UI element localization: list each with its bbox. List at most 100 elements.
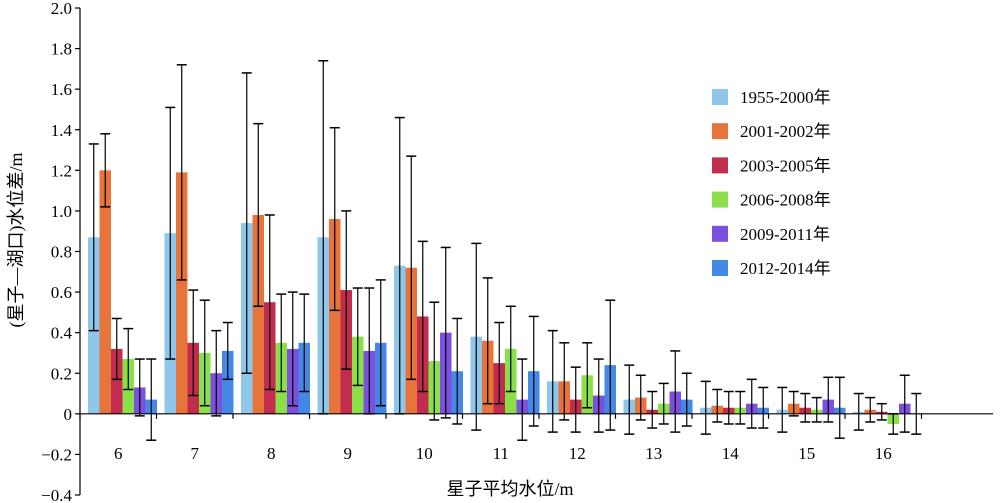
error-bar-16-series-2 [865, 396, 876, 423]
error-bar-11-series-1 [471, 242, 482, 431]
error-bar-12-series-6 [605, 299, 616, 431]
legend: 1955-2000年 2001-2002年 2003-2005年 2006-2008年… [712, 88, 831, 278]
error-bar-7-series-2 [176, 64, 187, 281]
error-bar-12-series-1 [547, 329, 558, 433]
error-bar-14-series-3 [723, 390, 734, 425]
error-bar-16-series-1 [853, 392, 864, 431]
error-bar-16-series-3 [876, 402, 887, 421]
x-tick-label: 10 [416, 444, 433, 463]
legend-label: 2006-2008年 [740, 191, 831, 210]
x-axis-title: 星子平均水位/m [446, 479, 573, 499]
error-bar-9-series-6 [375, 279, 386, 407]
error-bar-10-series-5 [440, 246, 451, 419]
legend-swatch [712, 191, 728, 208]
error-bar-13-series-6 [681, 372, 692, 427]
error-bar-13-series-4 [658, 382, 669, 425]
error-bar-7-series-5 [211, 329, 222, 417]
y-tick-label: 1.2 [51, 161, 72, 180]
error-bar-6-series-4 [123, 327, 134, 391]
error-bar-10-series-6 [452, 317, 463, 425]
bar-6-series-2 [99, 170, 111, 414]
y-tick-label: 1.4 [51, 121, 73, 140]
error-bar-10-series-3 [417, 240, 428, 393]
error-bar-6-series-3 [111, 317, 122, 381]
error-bar-16-series-5 [899, 374, 910, 433]
error-bar-7-series-4 [199, 299, 210, 407]
error-bar-7-series-6 [222, 321, 233, 381]
error-bar-9-series-4 [352, 287, 363, 387]
legend-swatch [712, 225, 728, 242]
x-tick-label: 14 [722, 444, 740, 463]
legend-label: 1955-2000年 [740, 88, 831, 107]
error-bar-15-series-4 [811, 396, 822, 423]
error-bar-10-series-2 [406, 155, 417, 381]
x-tick-label: 7 [191, 444, 200, 463]
error-bar-8-series-6 [299, 293, 310, 393]
x-tick-label: 9 [344, 444, 353, 463]
error-bar-12-series-3 [570, 366, 581, 433]
bar-7-series-2 [176, 172, 188, 414]
legend-label: 2009-2011年 [740, 225, 830, 244]
legend-item-series-6: 2012-2014年 [712, 259, 831, 278]
y-tick-label: 0.4 [51, 324, 73, 343]
y-tick-label: −0.2 [41, 445, 72, 464]
y-tick-label: 1.6 [51, 80, 72, 99]
y-tick-label: 2.0 [51, 0, 72, 18]
error-bar-11-series-3 [494, 321, 505, 405]
bar-6-series-3 [111, 348, 123, 414]
legend-label: 2001-2002年 [740, 122, 831, 141]
error-bar-7-series-3 [188, 289, 199, 397]
error-bar-6-series-2 [100, 133, 111, 208]
error-bar-9-series-2 [329, 126, 340, 312]
legend-item-series-5: 2009-2011年 [712, 225, 830, 244]
x-tick-label: 6 [114, 444, 123, 463]
error-bar-11-series-6 [528, 315, 539, 427]
error-bar-14-series-5 [746, 378, 757, 429]
y-tick-label: −0.4 [41, 486, 72, 503]
error-bar-6-series-5 [134, 358, 145, 417]
legend-item-series-1: 1955-2000年 [712, 88, 831, 107]
error-bar-6-series-1 [88, 143, 99, 332]
error-bar-15-series-1 [777, 386, 788, 433]
y-tick-label: 1.8 [51, 40, 72, 59]
error-bars-layer [88, 60, 922, 441]
y-axis-title: (星子—湖口)水位差/m [6, 153, 27, 328]
error-bar-9-series-3 [341, 210, 352, 370]
legend-label: 2003-2005年 [740, 156, 831, 175]
y-tick-label: 0.8 [51, 243, 72, 262]
legend-label: 2012-2014年 [740, 259, 831, 278]
error-bar-8-series-3 [264, 214, 275, 391]
error-bar-14-series-6 [758, 386, 769, 429]
error-bar-12-series-2 [559, 342, 570, 421]
legend-swatch [712, 89, 728, 105]
error-bar-11-series-2 [482, 277, 493, 405]
bar-9-series-2 [329, 219, 341, 414]
error-bar-14-series-1 [700, 380, 711, 435]
legend-swatch [712, 123, 728, 140]
y-tick-label: 0.6 [51, 283, 72, 302]
error-bar-13-series-5 [670, 350, 681, 433]
error-bar-6-series-6 [146, 358, 157, 441]
error-bar-13-series-2 [635, 374, 646, 421]
x-tick-label: 8 [267, 444, 276, 463]
error-bar-8-series-2 [253, 122, 264, 308]
y-tick-label: 0 [64, 405, 73, 424]
error-bar-12-series-5 [593, 358, 604, 433]
x-tick-label: 15 [798, 444, 815, 463]
legend-swatch [712, 157, 728, 174]
bar-8-series-2 [252, 214, 264, 414]
error-bar-11-series-4 [505, 305, 516, 393]
error-bar-15-series-5 [823, 376, 834, 423]
legend-item-series-4: 2006-2008年 [712, 191, 831, 210]
bar-7-series-6 [222, 350, 234, 414]
axes-layer: −0.4 −0.2 0 0.2 0.4 0.6 0.8 1.0 1.2 1.4 1.6 1.8 2.0 6… [41, 0, 993, 503]
x-tick-label: 16 [875, 444, 892, 463]
x-tick-label: 11 [493, 444, 509, 463]
x-tick-label: 13 [645, 444, 662, 463]
error-bar-13-series-1 [624, 364, 635, 435]
error-bar-14-series-4 [735, 390, 746, 425]
error-bar-12-series-4 [582, 342, 593, 409]
legend-swatch [712, 260, 728, 276]
